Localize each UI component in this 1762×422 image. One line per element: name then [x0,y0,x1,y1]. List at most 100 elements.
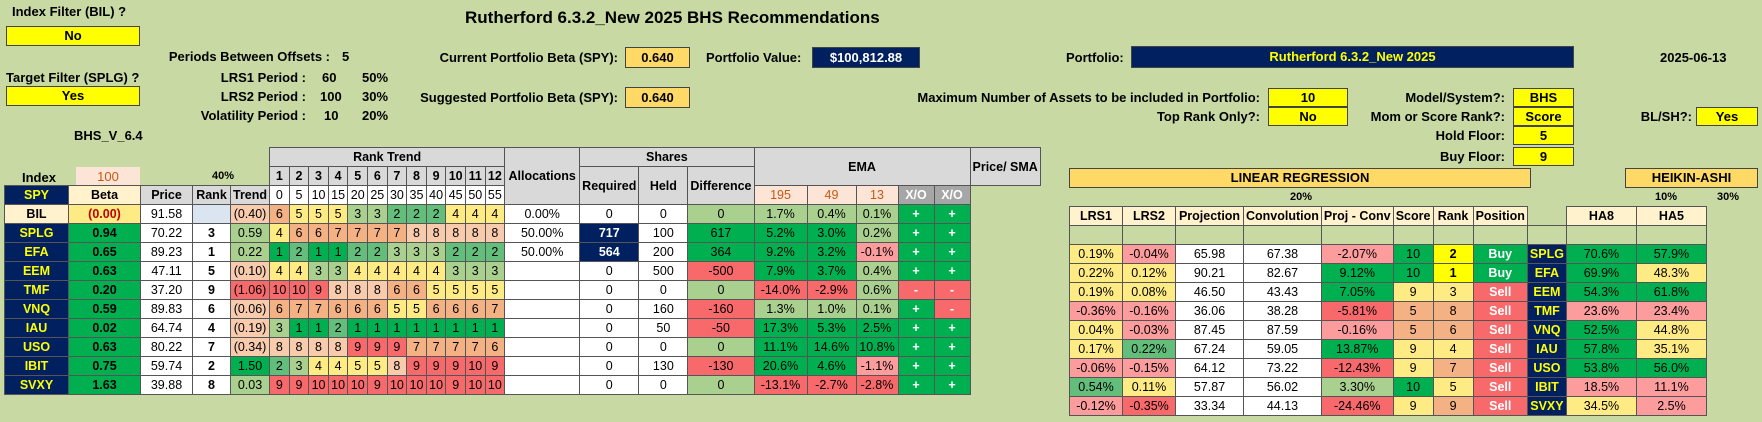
shares-header: Shares [579,147,755,167]
rank-trend-cell: 1 [445,318,466,338]
rank-trend-cell: 9 [347,337,369,357]
held-header: Held [638,166,689,205]
blsh-field[interactable]: Yes [1696,107,1758,126]
lrs1-label: LRS1 Period : [220,70,306,85]
portfolio-name[interactable]: Rutherford 6.3.2_New 2025 [1131,46,1574,68]
required-header: Required [579,166,640,205]
rank-trend-offset: 25 [367,185,388,205]
rank-cell: 1 [192,242,231,262]
difference-cell: 0 [687,375,755,395]
ema195-cell: 5.2% [753,223,808,243]
rank-cell: 9 [1432,396,1474,416]
heikin-ashi-header: HEIKIN-ASHI [1625,168,1758,188]
current-beta-value: 0.640 [625,47,690,68]
projection-cell: 67.24 [1175,339,1244,359]
rank-trend-cell: 2 [288,242,310,262]
rank-trend-cell: 9 [445,356,466,376]
beta-cell: 0.20 [68,280,141,300]
ha-ticker-cell: IAU [1526,339,1567,359]
score-cell [1392,225,1434,245]
xo-cell: + [933,375,971,395]
ha5-header: HA5 [1635,206,1707,226]
rank-cell: 4 [192,318,231,338]
model-field[interactable]: BHS [1513,88,1574,107]
xo-cell: - [897,280,935,300]
xo-cell: - [933,280,971,300]
held-cell: 160 [638,299,689,319]
rank-trend-cell: 8 [464,223,486,243]
ema49-cell: 0.4% [806,204,857,224]
difference-cell: -500 [687,261,755,281]
rank-trend-cell: 5 [327,204,349,224]
price-cell: 89.23 [140,242,193,262]
rank-trend-cell: 3 [386,242,408,262]
rank-trend-cell: 10 [288,280,310,300]
rank-trend-cell: 8 [445,223,466,243]
rank-trend-cell: 10 [464,356,486,376]
rank-trend-cell: 6 [269,204,290,224]
ha-ticker-cell [1526,225,1567,245]
rank-trend-num: 9 [425,166,447,186]
rank-trend-cell: 7 [308,299,329,319]
rank-trend-cell: 2 [386,204,408,224]
ha8-cell: 52.5% [1565,320,1637,340]
allocation-cell [504,375,581,395]
buy-floor-field[interactable]: 9 [1513,147,1574,166]
rank-trend-cell: 3 [445,261,466,281]
rank-trend-cell: 1 [347,318,369,338]
ema13-cell: 10.8% [855,337,899,357]
required-cell: 0 [579,318,640,338]
spy-header: SPY [4,185,69,205]
price-cell: 70.22 [140,223,193,243]
max-assets-field[interactable]: 10 [1268,88,1348,107]
rank-trend-num: 12 [484,166,506,186]
table-row: SPLG 0.94 70.22 3 0.59 4 6 6 7 7 7 7 8 8 8 8 8 50.00% 717 1… [4,223,1041,243]
lr-header: Convolution [1243,206,1322,226]
vol-pct: 20% [362,108,389,123]
rank-trend-cell: 5 [367,356,388,376]
rank-trend-cell: 6 [484,337,506,357]
lrs1-value: 60 [322,70,337,85]
regression-row: -0.06% -0.15% 64.12 73.22 -12.43% 9 7 Sell USO 53… [1069,358,1707,378]
target-filter-field[interactable]: Yes [6,86,140,106]
ema-header: EMA [753,147,971,186]
ha8-cell: 23.6% [1565,301,1637,321]
xo-cell: + [933,242,971,262]
periods-label: Periods Between Offsets : [168,49,330,64]
rank-trend-cell: 2 [425,204,447,224]
ema195-cell: 11.1% [753,337,808,357]
score-cell: 5 [1392,320,1434,340]
rank-trend-cell: 4 [464,204,486,224]
beta-cell: 0.59 [68,299,141,319]
mom-score-field[interactable]: Score [1513,107,1574,126]
rank-trend-cell: 6 [406,280,427,300]
trend-cell: (1.06) [229,280,271,300]
ema49-cell: 1.0% [806,299,857,319]
projection-cell [1175,225,1244,245]
rank-trend-cell: 6 [425,299,447,319]
projection-cell: 65.98 [1175,244,1244,264]
beta-header: Beta [68,185,141,205]
allocation-cell [504,299,581,319]
ema49-cell: 4.6% [806,356,857,376]
rank-trend-cell: 6 [327,299,349,319]
rank-trend-cell: 10 [308,375,329,395]
spacer [5,148,270,167]
proj-conv-cell: -2.07% [1320,244,1394,264]
top-rank-field[interactable]: No [1268,107,1348,126]
hold-floor-field[interactable]: 5 [1513,126,1574,145]
rank-trend-cell: 6 [288,223,310,243]
rank-trend-num: 1 [269,166,290,186]
trend-header: Trend [229,185,271,205]
rank-trend-cell: 4 [269,261,290,281]
rank-trend-cell: 3 [406,242,427,262]
lrs1-pct: 50% [362,70,389,85]
ha5-cell: 35.1% [1635,339,1707,359]
index-filter-field[interactable]: No [6,26,140,46]
proj-conv-cell: 13.87% [1320,339,1394,359]
ema13-cell: 0.1% [855,204,899,224]
ha8-cell [1565,225,1637,245]
allocation-cell: 0.00% [504,204,581,224]
required-cell: 0 [579,337,640,357]
rank-trend-cell: 5 [347,356,369,376]
